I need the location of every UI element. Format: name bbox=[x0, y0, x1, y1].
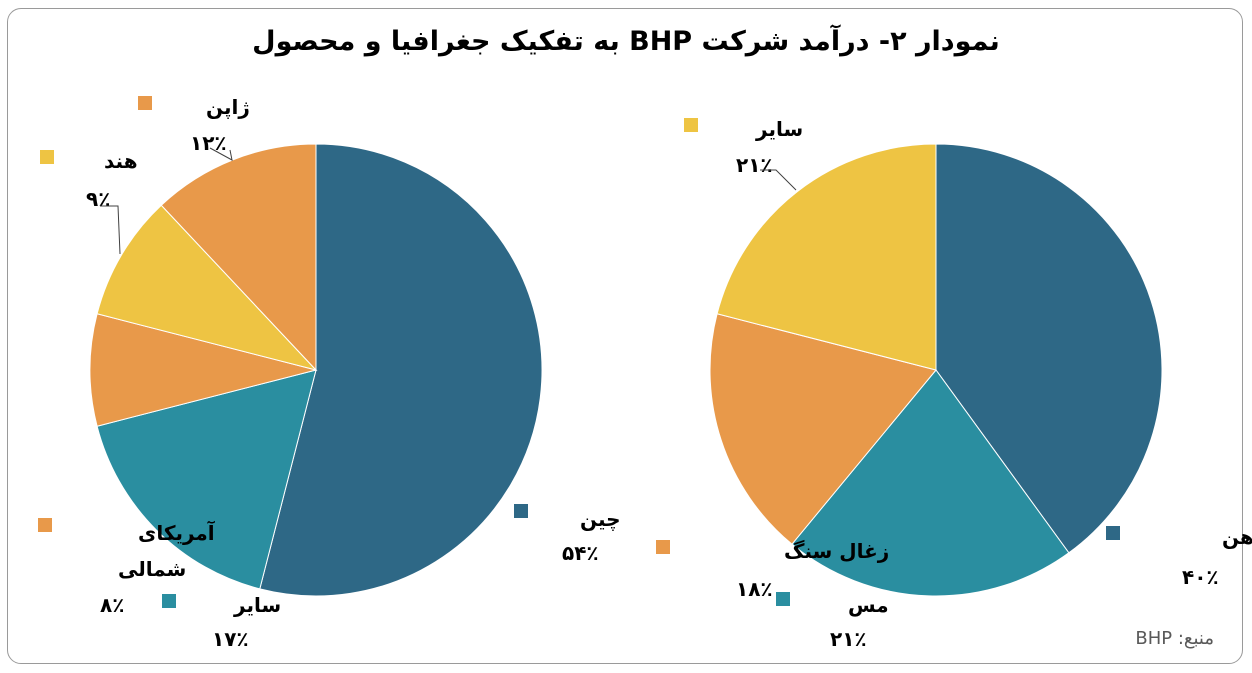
product-legend-marker-0 bbox=[1106, 526, 1120, 540]
product-slice-pct-2: ۱۸٪ bbox=[736, 577, 773, 601]
product-slice-2 bbox=[709, 313, 937, 545]
product-slice-pct-3: ۲۱٪ bbox=[736, 153, 773, 177]
geo-legend-marker-0 bbox=[514, 504, 528, 518]
geo-slice-label-1: سایر bbox=[233, 593, 281, 617]
geo-legend-marker-1 bbox=[162, 594, 176, 608]
geo-slice-4 bbox=[160, 143, 317, 372]
chart-labels: چین ۵۴٪ سایر ۱۷٪ آمریکای شمالی ۸٪ هند ۹٪ ژاپن ۱۲٪ س… bbox=[38, 95, 1252, 651]
pie-chart-product bbox=[709, 143, 1163, 597]
product-slice-label-2: زغال سنگ bbox=[784, 539, 889, 563]
geo-slice-2 bbox=[89, 313, 317, 427]
source-note: منبع: BHP bbox=[1135, 628, 1214, 649]
geo-slice-pct-3: ۹٪ bbox=[86, 187, 110, 211]
geo-slice-label-2-line1: شمالی bbox=[118, 557, 186, 581]
product-slice-0 bbox=[935, 143, 1163, 554]
chart-title: نمودار ۲- درآمد شرکت BHP به تفکیک جغرافی… bbox=[252, 26, 1000, 57]
product-legend-marker-2 bbox=[656, 540, 670, 554]
geo-slice-pct-0: ۵۴٪ bbox=[562, 541, 599, 565]
geo-leader-line-3 bbox=[100, 205, 121, 255]
geo-legend-marker-4 bbox=[138, 96, 152, 110]
geo-slice-label-3: هند bbox=[104, 149, 138, 173]
product-slice-1 bbox=[791, 369, 1070, 597]
product-legend-marker-3 bbox=[684, 118, 698, 132]
product-slice-pct-0: ۴۰٪ bbox=[1182, 565, 1219, 589]
chart-frame bbox=[7, 8, 1243, 664]
geo-slice-label-4: ژاپن bbox=[206, 95, 250, 120]
geo-slice-label-2-line0: آمریکای bbox=[138, 520, 216, 545]
geo-legend-marker-3 bbox=[40, 150, 54, 164]
geo-slice-1 bbox=[96, 369, 317, 590]
geo-leader-line-4 bbox=[209, 147, 233, 161]
pie-chart-geography bbox=[89, 143, 543, 597]
product-slice-label-0: سنگ آهن bbox=[1222, 524, 1252, 549]
geo-legend-marker-2 bbox=[38, 518, 52, 532]
geo-slice-label-0: چین bbox=[580, 507, 621, 532]
product-slice-label-3: سایر bbox=[755, 117, 803, 141]
product-slice-pct-1: ۲۱٪ bbox=[830, 627, 867, 651]
product-leader-line-3 bbox=[760, 169, 797, 191]
geo-slice-pct-2: ۸٪ bbox=[100, 593, 124, 617]
geo-slice-3 bbox=[96, 204, 318, 371]
product-slice-label-1: مس bbox=[848, 593, 889, 617]
geo-slice-pct-1: ۱۷٪ bbox=[212, 627, 249, 651]
geo-slice-0 bbox=[259, 143, 543, 597]
geo-slice-pct-4: ۱۲٪ bbox=[190, 131, 227, 155]
product-slice-3 bbox=[716, 143, 937, 371]
product-legend-marker-1 bbox=[776, 592, 790, 606]
